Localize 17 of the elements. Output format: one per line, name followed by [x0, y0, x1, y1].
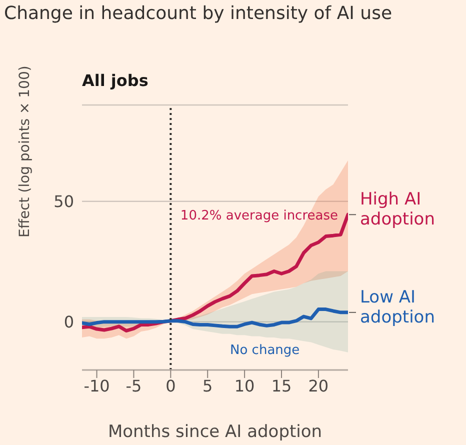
x-tick-label: 20: [308, 376, 329, 396]
series-label: High AI adoption: [360, 190, 435, 230]
series-label: Low AI adoption: [360, 287, 435, 328]
x-tick-label: -10: [84, 376, 110, 396]
x-tick-label: 5: [202, 376, 213, 396]
annotation: 10.2% average increase: [180, 208, 338, 224]
y-tick-label: 50: [54, 192, 74, 212]
line-series: [82, 308, 348, 328]
x-axis-title: Months since AI adoption: [108, 422, 322, 442]
annotation: No change: [230, 343, 300, 358]
x-tick-label: 0: [166, 376, 176, 396]
x-tick-label: 10: [234, 376, 255, 396]
chart-subtitle: All jobs: [82, 71, 148, 90]
x-tick-label: -5: [126, 376, 142, 396]
x-tick-label: 15: [271, 376, 292, 396]
y-axis-title: Effect (log points × 100): [16, 66, 33, 238]
chart-title: Change in headcount by intensity of AI use: [4, 3, 392, 24]
